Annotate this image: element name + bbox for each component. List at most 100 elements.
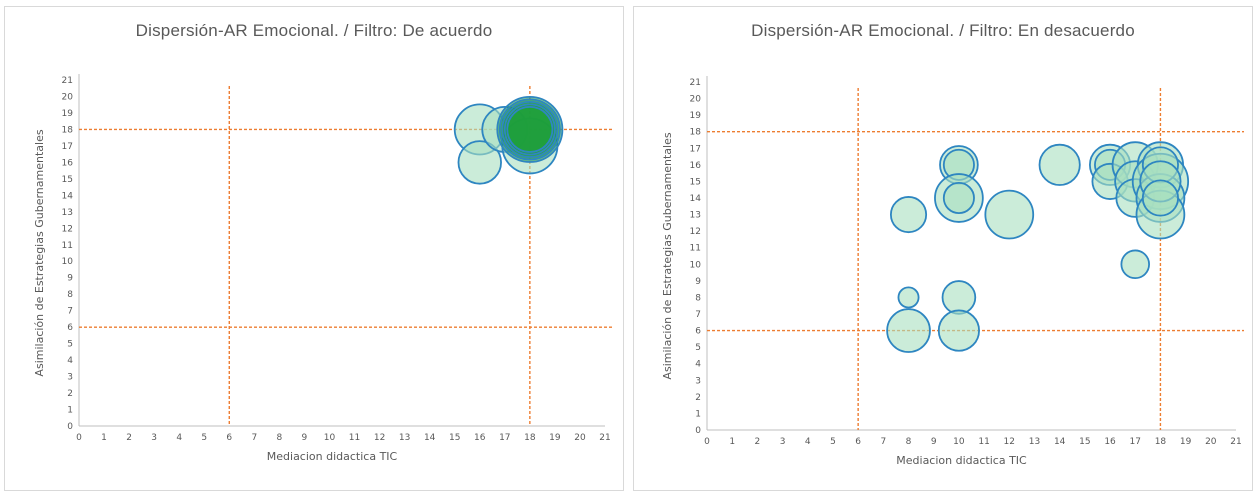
x-tick-label: 10: [953, 437, 965, 447]
bubble-point[interactable]: [506, 105, 554, 153]
x-tick-label: 18: [1155, 437, 1167, 447]
x-tick-label: 9: [931, 437, 937, 447]
chart-panel-desacuerdo: Dispersión-AR Emocional. / Filtro: En de…: [633, 6, 1253, 491]
y-tick-label: 2: [695, 393, 701, 403]
x-tick-label: 10: [324, 433, 336, 443]
bubble-point[interactable]: [1038, 143, 1081, 186]
x-tick-label: 12: [1004, 437, 1015, 447]
x-tick-label: 8: [906, 437, 912, 447]
y-tick-label: 11: [62, 241, 73, 251]
y-tick-label: 21: [690, 78, 701, 88]
y-tick-label: 12: [690, 227, 701, 237]
y-tick-label: 16: [690, 161, 702, 171]
y-tick-label: 13: [62, 208, 73, 218]
y-tick-label: 6: [67, 323, 73, 333]
y-tick-label: 15: [690, 177, 701, 187]
x-tick-label: 4: [805, 437, 811, 447]
x-tick-label: 14: [1054, 437, 1066, 447]
x-tick-label: 6: [855, 437, 861, 447]
y-tick-label: 20: [62, 92, 74, 102]
x-tick-label: 0: [76, 433, 82, 443]
y-tick-label: 18: [690, 128, 702, 138]
x-tick-label: 19: [549, 433, 561, 443]
x-tick-label: 7: [880, 437, 886, 447]
y-tick-label: 16: [62, 158, 74, 168]
x-tick-label: 9: [302, 433, 308, 443]
x-tick-label: 6: [226, 433, 232, 443]
chart-title: Dispersión-AR Emocional. / Filtro: De ac…: [135, 21, 493, 40]
y-tick-label: 10: [690, 260, 702, 270]
x-tick-label: 18: [524, 433, 536, 443]
x-tick-label: 5: [830, 437, 836, 447]
x-axis-label: Mediacion didactica TIC: [896, 454, 1027, 467]
y-tick-label: 20: [690, 95, 702, 105]
x-tick-label: 3: [151, 433, 157, 443]
bubble-point[interactable]: [889, 196, 928, 234]
x-tick-label: 14: [424, 433, 436, 443]
x-tick-label: 13: [1029, 437, 1040, 447]
x-tick-label: 0: [704, 437, 710, 447]
x-tick-label: 8: [277, 433, 283, 443]
x-tick-label: 7: [251, 433, 257, 443]
x-tick-label: 15: [1079, 437, 1090, 447]
bubble-point[interactable]: [1141, 179, 1179, 217]
x-tick-label: 20: [1205, 437, 1217, 447]
y-tick-label: 18: [62, 125, 74, 135]
y-tick-label: 1: [67, 406, 73, 416]
y-tick-label: 10: [62, 257, 74, 267]
x-tick-label: 4: [176, 433, 182, 443]
y-tick-label: 2: [67, 389, 73, 399]
y-tick-label: 5: [695, 343, 701, 353]
x-tick-label: 21: [599, 433, 610, 443]
x-tick-label: 2: [126, 433, 132, 443]
y-tick-label: 7: [67, 307, 73, 317]
x-tick-label: 1: [729, 437, 735, 447]
y-tick-label: 9: [67, 274, 73, 284]
y-axis-label: Asimilación de Estrategias Gubernamental…: [33, 129, 46, 376]
bubble-point[interactable]: [984, 189, 1035, 240]
x-tick-label: 19: [1180, 437, 1192, 447]
x-tick-label: 15: [449, 433, 460, 443]
y-tick-label: 15: [62, 175, 73, 185]
bubble-point[interactable]: [457, 140, 502, 185]
bubble-point[interactable]: [886, 308, 931, 353]
x-tick-label: 11: [349, 433, 360, 443]
bubble-point[interactable]: [937, 309, 980, 352]
y-tick-label: 4: [67, 356, 73, 366]
x-tick-label: 12: [374, 433, 385, 443]
x-tick-label: 3: [780, 437, 786, 447]
y-tick-label: 14: [62, 191, 74, 201]
x-tick-label: 17: [499, 433, 510, 443]
chart-title: Dispersión-AR Emocional. / Filtro: En de…: [751, 21, 1135, 40]
y-tick-label: 19: [62, 109, 74, 119]
y-tick-label: 21: [62, 76, 73, 86]
y-tick-label: 5: [67, 340, 73, 350]
y-tick-label: 4: [695, 360, 701, 370]
y-tick-label: 14: [690, 194, 702, 204]
x-tick-label: 17: [1130, 437, 1141, 447]
bubble-point[interactable]: [1120, 249, 1150, 280]
bubble-chart: 0 1 2 3 4 5 6 7 8 9 10 11 12 13 14 15 16 17 18 19 20 21012345…: [33, 74, 613, 463]
x-tick-label: 1: [101, 433, 107, 443]
y-tick-label: 12: [62, 224, 73, 234]
bubble-point[interactable]: [942, 181, 975, 215]
y-tick-label: 8: [695, 293, 701, 303]
y-axis-label: Asimilación de Estrategias Gubernamental…: [661, 132, 674, 379]
y-tick-label: 9: [695, 277, 701, 287]
y-tick-label: 19: [690, 111, 702, 121]
y-tick-label: 0: [67, 422, 73, 432]
y-tick-label: 1: [695, 409, 701, 419]
y-tick-label: 8: [67, 290, 73, 300]
chart-panel-acuerdo: Dispersión-AR Emocional. / Filtro: De ac…: [4, 6, 624, 491]
y-tick-label: 3: [695, 376, 701, 386]
x-tick-label: 13: [399, 433, 410, 443]
y-tick-label: 7: [695, 310, 701, 320]
bubble-point[interactable]: [897, 286, 920, 309]
y-tick-label: 11: [690, 244, 701, 254]
x-tick-label: 20: [574, 433, 586, 443]
y-tick-label: 13: [690, 211, 701, 221]
x-axis-label: Mediacion didactica TIC: [267, 450, 398, 463]
bubble-point[interactable]: [941, 280, 977, 315]
y-tick-label: 17: [690, 144, 701, 154]
